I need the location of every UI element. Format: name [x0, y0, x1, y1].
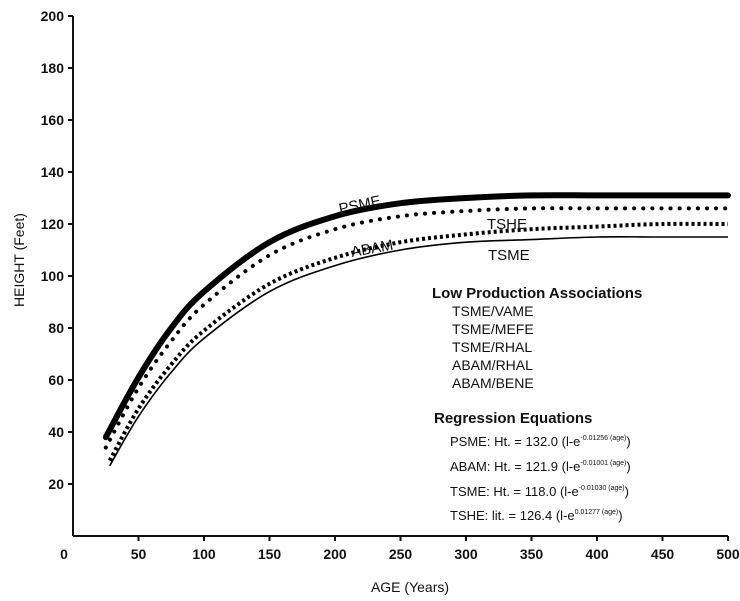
regression-equations: Regression Equations PSME: Ht. = 132.0 (…	[434, 410, 631, 523]
x-tick-label: 0	[60, 546, 68, 562]
low-production-item: TSME/VAME	[452, 303, 533, 319]
y-tick-label: 180	[41, 60, 65, 76]
axes	[72, 16, 728, 537]
low-production-item: TSME/MEFE	[452, 321, 534, 337]
y-axis-title: HEIGHT (Feet)	[11, 213, 27, 307]
x-tick-label: 100	[192, 546, 216, 562]
series-label-tshe: TSHE	[487, 216, 527, 233]
x-tick-label: 450	[651, 546, 675, 562]
series-line-abam	[107, 221, 729, 462]
series-line-tshe	[103, 206, 730, 450]
x-tick-label: 50	[131, 546, 147, 562]
series-line-psme	[102, 192, 731, 441]
equation-tsme: TSME: Ht. = 118.0 (l-e-0.01030 (age))	[450, 484, 629, 499]
x-tick-label: 200	[323, 546, 347, 562]
series-label-tsme: TSME	[488, 247, 530, 264]
y-tick-label: 120	[41, 216, 65, 232]
series-label-abam: ABAM	[350, 237, 395, 261]
y-tick-label: 60	[48, 372, 64, 388]
series-lines	[102, 192, 731, 467]
y-tick-label: 200	[41, 8, 65, 24]
equation-abam: ABAM: Ht. = 121.9 (l-e-0.01001 (age))	[450, 459, 631, 474]
x-ticks: 0 50 100 150 200 250 300 350 400 450 500	[60, 536, 740, 562]
equation-tshe: TSHE: lit. = 126.4 (l-e0.01277 (age))	[450, 508, 623, 523]
y-tick-label: 160	[41, 112, 65, 128]
x-tick-label: 350	[520, 546, 544, 562]
series-label-psme: PSME	[337, 192, 382, 217]
x-tick-label: 250	[389, 546, 413, 562]
y-tick-label: 100	[41, 268, 65, 284]
low-production-item: TSME/RHAL	[452, 339, 532, 355]
y-tick-label: 80	[48, 320, 64, 336]
x-tick-label: 400	[585, 546, 609, 562]
x-tick-label: 150	[258, 546, 282, 562]
low-production-item: ABAM/BENE	[452, 375, 534, 391]
low-production-title: Low Production Associations	[432, 285, 642, 302]
x-tick-label: 500	[716, 546, 740, 562]
low-production-legend: Low Production Associations TSME/VAME TS…	[432, 285, 642, 391]
x-tick-label: 300	[454, 546, 478, 562]
series-line-tsme	[109, 236, 728, 467]
equation-psme: PSME: Ht. = 132.0 (l-e-0.01256 (age))	[450, 434, 631, 449]
y-tick-label: 20	[48, 476, 64, 492]
y-tick-label: 140	[41, 164, 65, 180]
regression-title: Regression Equations	[434, 410, 592, 427]
x-axis-title: AGE (Years)	[371, 579, 449, 595]
low-production-item: ABAM/RHAL	[452, 357, 533, 373]
y-ticks: 200 180 160 140 120 100 80 60 40 20	[41, 8, 73, 492]
y-tick-label: 40	[48, 424, 64, 440]
